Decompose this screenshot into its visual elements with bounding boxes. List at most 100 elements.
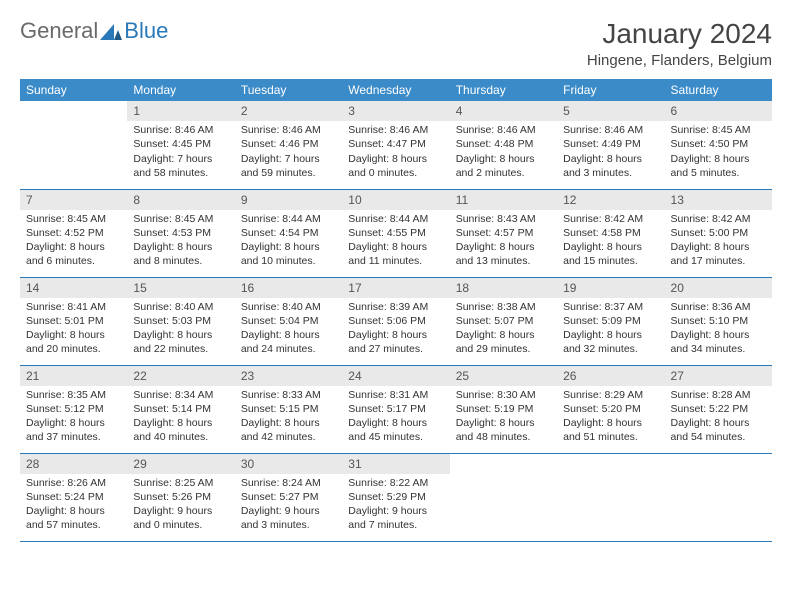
day-body: Sunrise: 8:40 AMSunset: 5:03 PMDaylight:… — [127, 298, 234, 361]
daylight-line: Daylight: 9 hours and 0 minutes. — [133, 504, 228, 532]
day-header: Friday — [557, 79, 664, 101]
daylight-line: Daylight: 8 hours and 32 minutes. — [563, 328, 658, 356]
day-body: Sunrise: 8:24 AMSunset: 5:27 PMDaylight:… — [235, 474, 342, 537]
sunrise-line: Sunrise: 8:34 AM — [133, 388, 228, 402]
day-number: 4 — [450, 101, 557, 121]
day-number: 17 — [342, 278, 449, 298]
sunrise-line: Sunrise: 8:39 AM — [348, 300, 443, 314]
day-body: Sunrise: 8:29 AMSunset: 5:20 PMDaylight:… — [557, 386, 664, 449]
sunset-line: Sunset: 4:47 PM — [348, 137, 443, 151]
calendar-cell: 17Sunrise: 8:39 AMSunset: 5:06 PMDayligh… — [342, 277, 449, 365]
day-number: 15 — [127, 278, 234, 298]
calendar-cell: . — [450, 453, 557, 541]
calendar-cell: 29Sunrise: 8:25 AMSunset: 5:26 PMDayligh… — [127, 453, 234, 541]
calendar-cell: 1 Sunrise: 8:46 AMSunset: 4:45 PMDaylight… — [127, 101, 234, 189]
sunset-line: Sunset: 4:53 PM — [133, 226, 228, 240]
sunrise-line: Sunrise: 8:30 AM — [456, 388, 551, 402]
daylight-line: Daylight: 8 hours and 27 minutes. — [348, 328, 443, 356]
sunrise-line: Sunrise: 8:24 AM — [241, 476, 336, 490]
daylight-line: Daylight: 8 hours and 10 minutes. — [241, 240, 336, 268]
daylight-line: Daylight: 9 hours and 7 minutes. — [348, 504, 443, 532]
day-header: Wednesday — [342, 79, 449, 101]
calendar-cell: 30Sunrise: 8:24 AMSunset: 5:27 PMDayligh… — [235, 453, 342, 541]
day-number: 1 — [127, 101, 234, 121]
sunset-line: Sunset: 4:48 PM — [456, 137, 551, 151]
calendar-cell: 26Sunrise: 8:29 AMSunset: 5:20 PMDayligh… — [557, 365, 664, 453]
day-body: Sunrise: 8:45 AMSunset: 4:52 PMDaylight:… — [20, 210, 127, 273]
day-number: 10 — [342, 190, 449, 210]
day-body: Sunrise: 8:41 AMSunset: 5:01 PMDaylight:… — [20, 298, 127, 361]
daylight-line: Daylight: 8 hours and 6 minutes. — [26, 240, 121, 268]
sunset-line: Sunset: 4:55 PM — [348, 226, 443, 240]
page-header: General Blue January 2024 Hingene, Fland… — [20, 18, 772, 69]
sunset-line: Sunset: 4:58 PM — [563, 226, 658, 240]
daylight-line: Daylight: 8 hours and 45 minutes. — [348, 416, 443, 444]
daylight-line: Daylight: 8 hours and 11 minutes. — [348, 240, 443, 268]
sunset-line: Sunset: 5:07 PM — [456, 314, 551, 328]
sunrise-line: Sunrise: 8:46 AM — [133, 123, 228, 137]
sunset-line: Sunset: 5:10 PM — [671, 314, 766, 328]
sunset-line: Sunset: 5:04 PM — [241, 314, 336, 328]
sunrise-line: Sunrise: 8:45 AM — [671, 123, 766, 137]
sunset-line: Sunset: 4:57 PM — [456, 226, 551, 240]
sunrise-line: Sunrise: 8:45 AM — [26, 212, 121, 226]
sunrise-line: Sunrise: 8:44 AM — [348, 212, 443, 226]
calendar-body: .1Sunrise: 8:46 AMSunset: 4:45 PMDayligh… — [20, 101, 772, 541]
day-body: Sunrise: 8:31 AMSunset: 5:17 PMDaylight:… — [342, 386, 449, 449]
day-header: Monday — [127, 79, 234, 101]
day-number: 22 — [127, 366, 234, 386]
day-body: Sunrise: 8:33 AMSunset: 5:15 PMDaylight:… — [235, 386, 342, 449]
sunrise-line: Sunrise: 8:41 AM — [26, 300, 121, 314]
sunrise-line: Sunrise: 8:46 AM — [241, 123, 336, 137]
calendar-cell: 23Sunrise: 8:33 AMSunset: 5:15 PMDayligh… — [235, 365, 342, 453]
sunset-line: Sunset: 5:22 PM — [671, 402, 766, 416]
day-body: Sunrise: 8:39 AMSunset: 5:06 PMDaylight:… — [342, 298, 449, 361]
calendar-cell: 27Sunrise: 8:28 AMSunset: 5:22 PMDayligh… — [665, 365, 772, 453]
day-number: 18 — [450, 278, 557, 298]
calendar-cell: 9Sunrise: 8:44 AMSunset: 4:54 PMDaylight… — [235, 189, 342, 277]
calendar-week: 14Sunrise: 8:41 AMSunset: 5:01 PMDayligh… — [20, 277, 772, 365]
daylight-line: Daylight: 7 hours and 58 minutes. — [133, 152, 228, 180]
sunrise-line: Sunrise: 8:29 AM — [563, 388, 658, 402]
day-number: 8 — [127, 190, 234, 210]
sunset-line: Sunset: 5:17 PM — [348, 402, 443, 416]
sunrise-line: Sunrise: 8:40 AM — [133, 300, 228, 314]
daylight-line: Daylight: 8 hours and 13 minutes. — [456, 240, 551, 268]
sunset-line: Sunset: 5:24 PM — [26, 490, 121, 504]
sunrise-line: Sunrise: 8:44 AM — [241, 212, 336, 226]
sunset-line: Sunset: 4:45 PM — [133, 137, 228, 151]
calendar-cell: 28Sunrise: 8:26 AMSunset: 5:24 PMDayligh… — [20, 453, 127, 541]
daylight-line: Daylight: 8 hours and 24 minutes. — [241, 328, 336, 356]
day-number: 11 — [450, 190, 557, 210]
calendar-cell: 4Sunrise: 8:46 AMSunset: 4:48 PMDaylight… — [450, 101, 557, 189]
calendar-cell: 8Sunrise: 8:45 AMSunset: 4:53 PMDaylight… — [127, 189, 234, 277]
daylight-line: Daylight: 8 hours and 17 minutes. — [671, 240, 766, 268]
daylight-line: Daylight: 8 hours and 5 minutes. — [671, 152, 766, 180]
sunrise-line: Sunrise: 8:28 AM — [671, 388, 766, 402]
calendar-week: 21Sunrise: 8:35 AMSunset: 5:12 PMDayligh… — [20, 365, 772, 453]
day-header: Tuesday — [235, 79, 342, 101]
day-header: Saturday — [665, 79, 772, 101]
calendar-cell: 15Sunrise: 8:40 AMSunset: 5:03 PMDayligh… — [127, 277, 234, 365]
daylight-line: Daylight: 8 hours and 54 minutes. — [671, 416, 766, 444]
daylight-line: Daylight: 8 hours and 51 minutes. — [563, 416, 658, 444]
sunset-line: Sunset: 5:00 PM — [671, 226, 766, 240]
day-number: 26 — [557, 366, 664, 386]
day-number: 3 — [342, 101, 449, 121]
calendar-cell: . — [20, 101, 127, 189]
daylight-line: Daylight: 8 hours and 37 minutes. — [26, 416, 121, 444]
logo-text-blue: Blue — [124, 18, 168, 44]
calendar-cell: . — [665, 453, 772, 541]
calendar-cell: 21Sunrise: 8:35 AMSunset: 5:12 PMDayligh… — [20, 365, 127, 453]
sunset-line: Sunset: 5:01 PM — [26, 314, 121, 328]
calendar-cell: 19Sunrise: 8:37 AMSunset: 5:09 PMDayligh… — [557, 277, 664, 365]
sunset-line: Sunset: 5:20 PM — [563, 402, 658, 416]
calendar-cell: 5Sunrise: 8:46 AMSunset: 4:49 PMDaylight… — [557, 101, 664, 189]
sunrise-line: Sunrise: 8:37 AM — [563, 300, 658, 314]
calendar-cell: 6Sunrise: 8:45 AMSunset: 4:50 PMDaylight… — [665, 101, 772, 189]
daylight-line: Daylight: 8 hours and 34 minutes. — [671, 328, 766, 356]
daylight-line: Daylight: 8 hours and 8 minutes. — [133, 240, 228, 268]
day-body: Sunrise: 8:46 AMSunset: 4:48 PMDaylight:… — [450, 121, 557, 184]
daylight-line: Daylight: 8 hours and 48 minutes. — [456, 416, 551, 444]
day-body: Sunrise: 8:44 AMSunset: 4:55 PMDaylight:… — [342, 210, 449, 273]
